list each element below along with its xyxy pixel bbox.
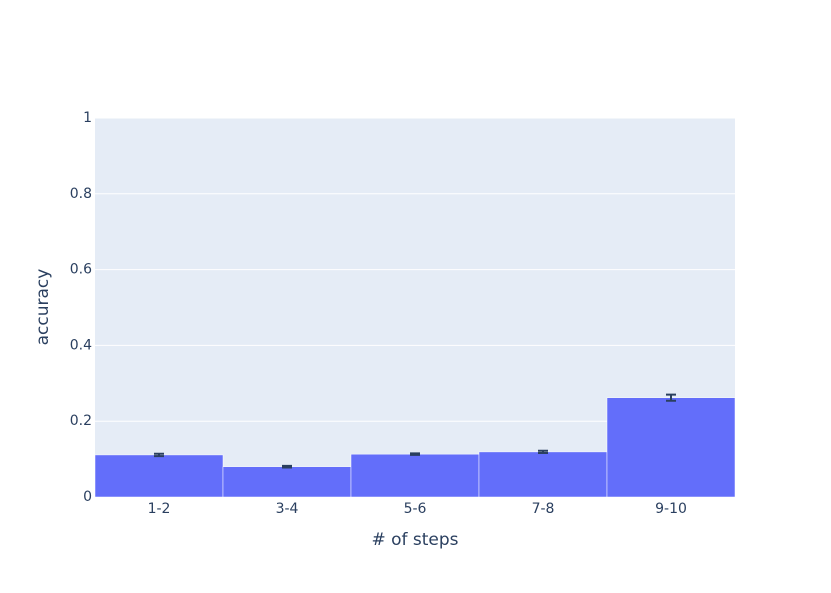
- y-axis-title: accuracy: [33, 269, 53, 346]
- x-axis-title: # of steps: [371, 530, 458, 550]
- y-tick-label: 0: [83, 489, 92, 505]
- y-tick-label: 0.6: [70, 262, 92, 278]
- bar: [94, 454, 224, 498]
- error-bar: [538, 449, 548, 455]
- bar: [222, 466, 352, 498]
- error-bar: [282, 464, 292, 469]
- bar: [350, 453, 480, 498]
- x-tick-label: 3-4: [276, 501, 299, 517]
- y-tick-label: 0.2: [70, 413, 92, 429]
- bar: [606, 397, 736, 498]
- y-tick-label: 0.8: [70, 186, 92, 202]
- y-tick-label: 1: [83, 110, 92, 126]
- x-tick-label: 9-10: [655, 501, 687, 517]
- error-bar: [666, 393, 676, 402]
- x-tick-label: 5-6: [404, 501, 427, 517]
- y-tick-label: 0.4: [70, 337, 92, 353]
- x-tick-label: 1-2: [148, 501, 171, 517]
- x-tick-label: 7-8: [532, 501, 555, 517]
- error-bar: [154, 452, 164, 458]
- bar: [478, 451, 608, 498]
- error-bar: [410, 452, 420, 456]
